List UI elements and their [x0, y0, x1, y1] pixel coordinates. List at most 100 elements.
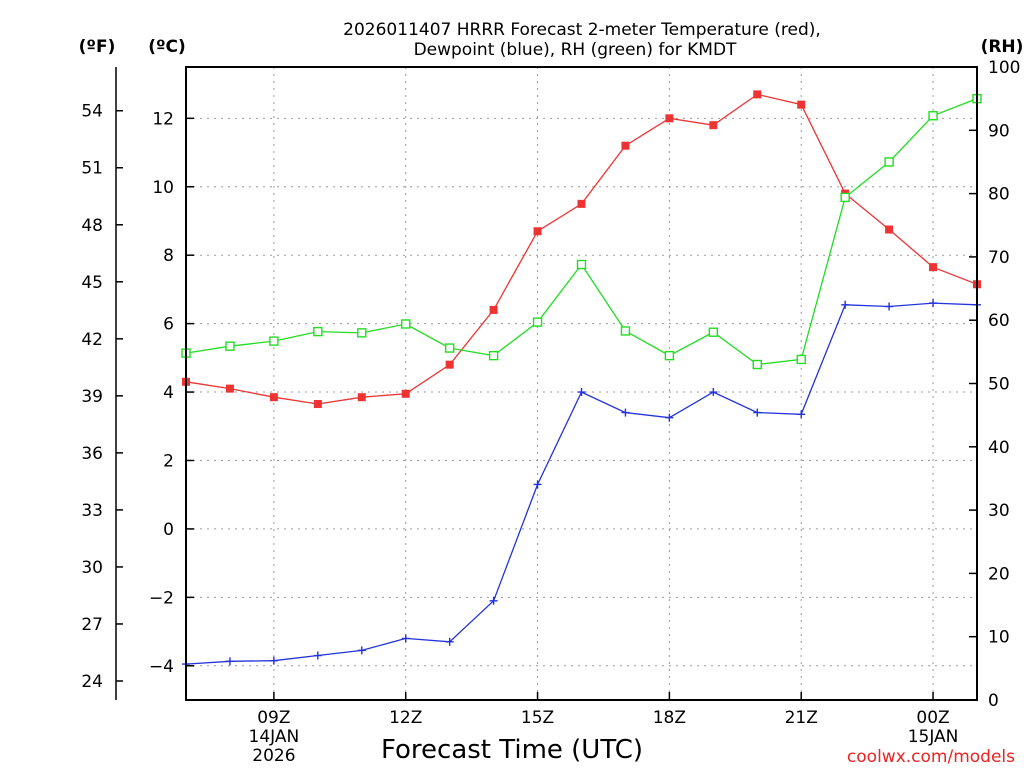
chart-title-line-1: 2026011407 HRRR Forecast 2-meter Tempera… [343, 20, 821, 40]
dewpoint-point [489, 596, 498, 605]
temperature-point [885, 225, 894, 234]
rh-point [664, 350, 675, 361]
rh-tick-label: 10 [988, 628, 1010, 648]
rh-tick-label: 80 [988, 185, 1010, 205]
dewpoint-point [885, 302, 894, 311]
rh-point [488, 350, 499, 361]
rh-point [225, 341, 235, 351]
celsius-tick-label: −4 [149, 657, 174, 677]
fahrenheit-tick-label: 30 [81, 558, 103, 578]
rh-point [269, 336, 279, 346]
rh-unit-label: (RH) [981, 37, 1024, 57]
celsius-tick-label: −2 [149, 588, 174, 608]
dewpoint-point [533, 480, 542, 489]
temperature-point [445, 360, 454, 369]
rh-point [884, 157, 894, 167]
time-tick-label: 09Z [257, 708, 290, 728]
date-label: 15JAN [908, 727, 959, 747]
x-axis-title: Forecast Time (UTC) [381, 735, 643, 765]
temperature-point [665, 114, 674, 123]
temperature-point [533, 227, 542, 236]
chart-title-line-2: Dewpoint (blue), RH (green) for KMDT [414, 40, 737, 60]
dewpoint-point [269, 656, 278, 665]
time-tick-label: 00Z [916, 708, 949, 728]
dewpoint-line [185, 302, 978, 665]
rh-point [313, 326, 323, 337]
date-label: 14JAN [249, 727, 300, 747]
time-tick-label: 18Z [653, 708, 686, 728]
fahrenheit-unit-label: (ºF) [79, 37, 116, 57]
rh-tick-label: 50 [988, 375, 1010, 395]
fahrenheit-tick-label: 42 [81, 330, 103, 350]
rh-point [576, 259, 587, 270]
rh-point [401, 319, 411, 329]
temperature-point [489, 305, 498, 314]
temperature-point [621, 141, 630, 150]
rh-point [444, 343, 455, 353]
rh-tick-label: 70 [988, 248, 1010, 268]
rh-line [185, 97, 978, 366]
temperature-point [797, 100, 806, 109]
rh-tick-label: 30 [988, 501, 1010, 521]
rh-point [620, 326, 631, 336]
dewpoint-point [357, 646, 366, 655]
rh-tick-label: 20 [988, 564, 1010, 584]
rh-tick-label: 90 [988, 121, 1010, 141]
fahrenheit-tick-label: 36 [81, 444, 103, 464]
celsius-tick-label: 12 [152, 109, 174, 129]
rh-tick-label: 40 [988, 438, 1010, 458]
temperature-point [357, 393, 366, 402]
fahrenheit-tick-label: 45 [81, 273, 103, 293]
temperature-point [401, 389, 410, 398]
fahrenheit-tick-label: 33 [81, 501, 103, 521]
dewpoint-point [929, 299, 938, 308]
temperature-point [269, 393, 278, 402]
time-tick-label: 12Z [389, 708, 422, 728]
dewpoint-point [709, 388, 718, 397]
celsius-tick-label: 10 [152, 178, 174, 198]
rh-point [357, 328, 367, 338]
dewpoint-point [841, 300, 850, 309]
fahrenheit-tick-label: 39 [81, 387, 103, 407]
celsius-unit-label: (ºC) [148, 37, 186, 57]
rh-tick-label: 60 [988, 311, 1010, 331]
celsius-tick-label: 8 [163, 246, 174, 266]
rh-point [796, 354, 806, 365]
rh-point [532, 317, 543, 327]
year-label: 2026 [252, 746, 295, 766]
temperature-point [225, 384, 234, 393]
plot-frame [185, 66, 978, 701]
dewpoint-point [577, 388, 586, 397]
rh-point [928, 111, 938, 121]
temperature-point [313, 400, 322, 409]
dewpoint-point [797, 410, 806, 419]
time-tick-label: 21Z [785, 708, 818, 728]
temperature-point [929, 263, 938, 272]
temperature-point [709, 121, 718, 130]
dewpoint-point [225, 657, 234, 666]
time-tick-label: 15Z [521, 708, 554, 728]
dewpoint-point [753, 408, 762, 417]
credit-link[interactable]: coolwx.com/models [847, 747, 1015, 767]
rh-point [752, 359, 762, 370]
rh-tick-label: 0 [988, 691, 999, 711]
temperature-line [185, 93, 978, 405]
celsius-tick-label: 6 [163, 315, 174, 335]
dewpoint-point [621, 408, 630, 417]
temperature-point [753, 90, 762, 99]
dewpoint-point [313, 651, 322, 660]
dewpoint-point [401, 634, 410, 643]
fahrenheit-tick-label: 48 [81, 216, 103, 236]
fahrenheit-tick-label: 51 [81, 159, 103, 179]
rh-point [840, 192, 850, 203]
celsius-tick-label: 4 [163, 383, 174, 403]
temperature-point [577, 199, 586, 208]
fahrenheit-tick-label: 27 [81, 615, 103, 635]
celsius-tick-label: 2 [163, 451, 174, 471]
celsius-tick-label: 0 [163, 520, 174, 540]
fahrenheit-tick-label: 24 [81, 672, 103, 692]
rh-tick-label: 100 [988, 58, 1020, 78]
fahrenheit-tick-label: 54 [81, 102, 103, 122]
dewpoint-point [445, 637, 454, 646]
